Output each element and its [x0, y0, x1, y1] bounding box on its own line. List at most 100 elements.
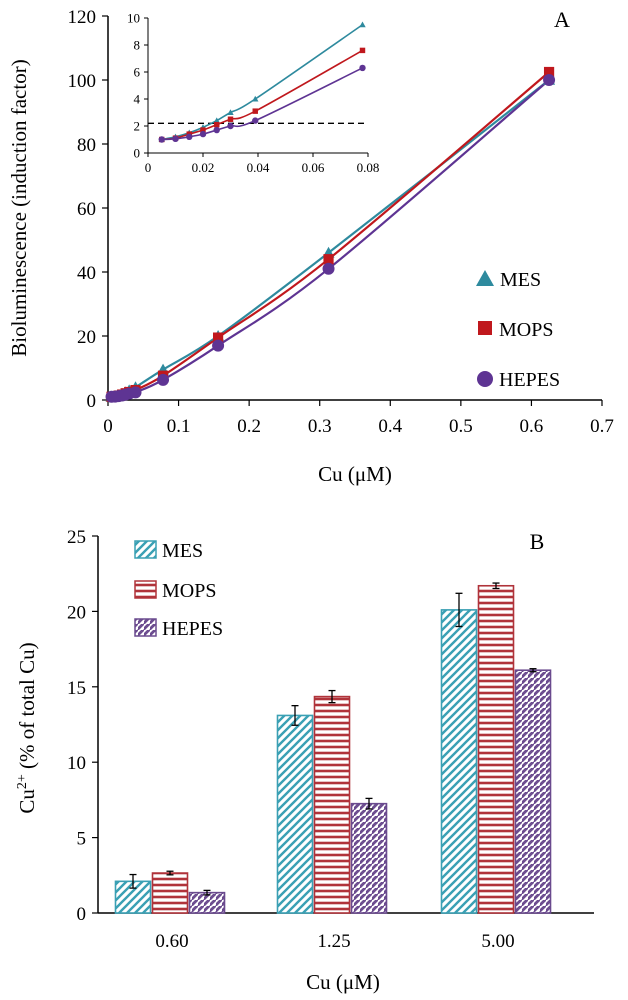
panel-a-x-ticks: 0 0.1 0.2 0.3 0.4 0.5 0.6 0.7	[103, 400, 614, 437]
panel-a-x-tick-label: 0.4	[378, 416, 402, 437]
legend-mes-marker	[476, 270, 494, 286]
panel-b-bar-mops	[151, 872, 189, 914]
panel-a-x-tick-label: 0.1	[167, 416, 191, 437]
inset-series-markers	[158, 21, 366, 143]
panel-b-y-tick-label: 5	[77, 829, 87, 850]
panel-a-x-tick-label: 0.7	[590, 416, 614, 437]
panel-a-x-axis-title: Cu (μM)	[318, 462, 392, 486]
panel-b-y-axis-title-rest: (% of total Cu)	[15, 642, 39, 774]
panel-b-y-axis-title: Cu2+ (% of total Cu)	[15, 642, 39, 813]
panel-b-error-bars	[129, 582, 537, 896]
inset-x-tick-label: 0.06	[302, 160, 325, 175]
legend-hepes-marker	[477, 371, 493, 387]
panel-b-y-tick-label: 25	[67, 527, 86, 548]
inset-point-hepes	[186, 133, 193, 140]
panel-b-bar-mes	[276, 714, 314, 914]
panel-b-x-tick-label: 5.00	[481, 931, 514, 952]
panel-a-y-tick-label: 20	[77, 327, 96, 348]
panel-b-x-tick-label: 1.25	[317, 931, 350, 952]
panel-a-y-ticks: 0 20 40 60 80 100 120	[68, 7, 108, 412]
panel-b-x-axis-title: Cu (μM)	[306, 970, 380, 994]
panel-b-bars	[114, 584, 552, 914]
inset-y-tick-label: 6	[134, 65, 141, 80]
legend-b-mes-label: MES	[162, 540, 203, 562]
inset-x-ticks: 0 0.02 0.04 0.06 0.08	[145, 153, 380, 175]
inset-point-mes	[213, 117, 220, 124]
legend-b-hepes-swatch	[134, 618, 157, 637]
panel-a-point-mops	[212, 332, 224, 343]
panel-a-x-tick-label: 0.2	[237, 416, 261, 437]
panel-b-y-tick-label: 20	[67, 602, 86, 623]
panel-a-point-hepes	[322, 262, 335, 275]
inset-point-mes	[252, 95, 259, 102]
panel-a-x-tick-label: 0.3	[308, 416, 332, 437]
panel-b-x-ticks: 0.60 1.25 5.00	[155, 931, 514, 952]
legend-mops-marker	[478, 321, 492, 335]
legend-b-hepes-label: HEPES	[162, 618, 223, 640]
panel-b-legend: MES MOPS HEPES	[134, 540, 223, 640]
panel-b-y-tick-label: 10	[67, 753, 86, 774]
inset-point-hepes	[172, 135, 179, 143]
inset-background	[148, 18, 368, 153]
panel-b-x-tick-label: 0.60	[155, 931, 188, 952]
panel-b-y-tick-label: 15	[67, 678, 86, 699]
inset-y-ticks: 0 2 4 6 8 10	[127, 11, 148, 161]
inset-point-hepes	[359, 64, 366, 72]
panel-b-bar-mops	[313, 695, 351, 914]
inset-point-mops	[214, 121, 220, 128]
panel-b-y-axis-title-superscript: 2+	[15, 774, 30, 789]
panel-a-series-markers	[105, 66, 556, 403]
inset-y-tick-label: 2	[134, 119, 141, 134]
inset-point-mes	[227, 109, 234, 116]
panel-a-x-tick-label: 0	[103, 416, 113, 437]
panel-b-bar-mes	[440, 609, 478, 914]
panel-b-y-tick-label: 0	[77, 904, 87, 925]
panel-b-y-ticks: 0 5 10 15 20 25	[67, 527, 98, 925]
inset-x-tick-label: 0.08	[357, 160, 380, 175]
panel-a-label: A	[554, 7, 570, 32]
inset-point-hepes	[213, 126, 220, 134]
panel-a-y-axis-title: Bioluminescence (induction factor)	[7, 59, 31, 356]
inset-y-tick-label: 4	[134, 92, 141, 107]
inset-point-hepes	[252, 117, 259, 124]
inset-point-hepes	[199, 130, 207, 138]
panel-a-y-tick-label: 80	[77, 135, 96, 156]
inset-point-mops	[252, 108, 258, 114]
panel-b-bar-hepes	[514, 669, 552, 914]
legend-b-mops-label: MOPS	[162, 580, 216, 602]
inset-point-mops	[359, 47, 366, 54]
inset-y-tick-label: 0	[134, 146, 141, 161]
inset-point-mops	[200, 127, 206, 133]
panel-a-point-mops	[543, 66, 555, 78]
panel-b-bar-mops	[477, 584, 515, 914]
panel-b: 0 5 10 15 20 25 0.60 1.25 5.00 Cu2+ (% of total…	[15, 527, 594, 994]
panel-a-point-mops	[323, 254, 334, 265]
inset-y-tick-label: 8	[134, 38, 141, 53]
inset-x-tick-label: 0.04	[247, 160, 270, 175]
legend-hepes-label: HEPES	[499, 369, 560, 391]
panel-b-y-axis-title-base: Cu	[15, 789, 39, 814]
inset-x-tick-label: 0.02	[192, 160, 215, 175]
panel-a-inset: 0 2 4 6 8 10 0 0.02 0.04 0.06 0.08	[127, 11, 379, 176]
legend-mops-label: MOPS	[499, 319, 553, 341]
panel-a-x-tick-label: 0.5	[449, 416, 473, 437]
panel-a-x-tick-label: 0.6	[520, 416, 544, 437]
panel-b-bar-hepes	[350, 802, 388, 914]
panel-a-y-tick-label: 0	[87, 391, 97, 412]
inset-y-tick-label: 10	[127, 11, 140, 26]
panel-a-y-tick-label: 120	[68, 7, 97, 28]
legend-b-mops-swatch	[134, 580, 157, 599]
legend-mes-label: MES	[500, 269, 541, 291]
panel-a-y-tick-label: 40	[77, 263, 96, 284]
panel-b-bar-hepes	[188, 891, 226, 914]
panel-a-point-hepes	[129, 386, 142, 399]
inset-point-hepes	[227, 122, 234, 130]
panel-a-point-hepes	[157, 373, 170, 386]
panel-b-label: B	[530, 529, 545, 554]
inset-point-mops	[227, 116, 234, 122]
panel-a-point-hepes	[212, 339, 225, 352]
legend-b-mes-swatch	[134, 540, 157, 559]
panel-a-y-tick-label: 100	[68, 71, 97, 92]
